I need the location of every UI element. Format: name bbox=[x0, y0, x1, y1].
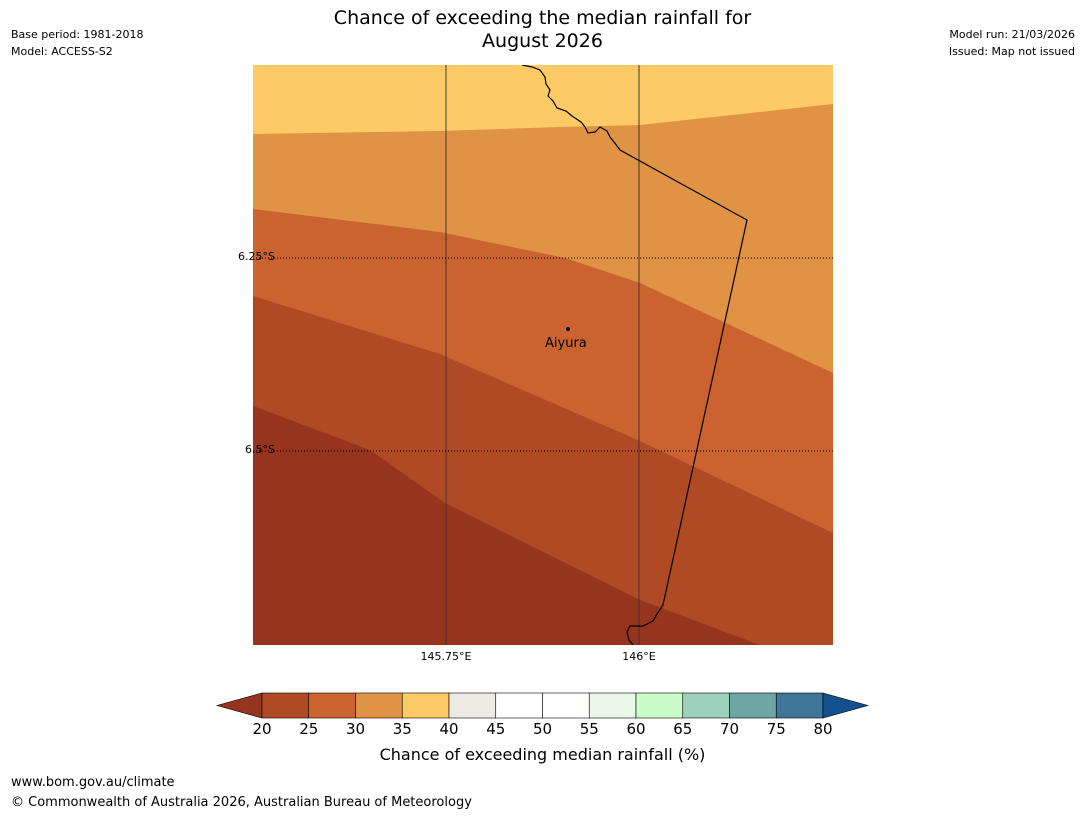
colorbar-segment-35-40 bbox=[401, 692, 450, 719]
colorbar-segment-70-75 bbox=[729, 692, 777, 719]
colorbar-segment-25-30 bbox=[308, 692, 356, 719]
footer-url[interactable]: www.bom.gov.au/climate bbox=[11, 775, 175, 790]
colorbar-segment-45-50 bbox=[495, 692, 543, 719]
colorbar-tick-75: 75 bbox=[766, 720, 786, 738]
map-title-line1: Chance of exceeding the median rainfall … bbox=[333, 7, 752, 29]
colorbar-tick-70: 70 bbox=[719, 720, 740, 738]
colorbar-tick-55: 55 bbox=[579, 720, 599, 738]
colorbar-tick-25: 25 bbox=[299, 720, 319, 738]
colorbar-segment-55-60 bbox=[588, 692, 637, 719]
colorbar-tick-40: 40 bbox=[439, 720, 459, 738]
colorbar-tick-35: 35 bbox=[392, 720, 412, 738]
colorbar-tick-50: 50 bbox=[532, 720, 553, 738]
colorbar-tick-30: 30 bbox=[345, 720, 366, 738]
colorbar-tick-60: 60 bbox=[626, 720, 646, 738]
base-period-text: Base period: 1981-2018 bbox=[11, 28, 144, 41]
colorbar-segment-65-70 bbox=[682, 692, 730, 719]
colorbar-arrow-low bbox=[215, 692, 263, 719]
model-text: Model: ACCESS-S2 bbox=[11, 45, 113, 58]
colorbar-segment-60-65 bbox=[635, 692, 684, 719]
aiyura-marker[interactable] bbox=[566, 327, 570, 331]
colorbar-segment-40-45 bbox=[448, 692, 497, 719]
map-title-line2: August 2026 bbox=[482, 30, 603, 52]
place-label-aiyura: Aiyura bbox=[545, 336, 587, 351]
lon-label-146: 146°E bbox=[622, 650, 656, 663]
lat-label-6-25: 6.25°S bbox=[238, 250, 275, 263]
colorbar-segment-75-80 bbox=[775, 692, 824, 719]
colorbar-segment-50-55 bbox=[542, 692, 590, 719]
lat-label-6-5: 6.5°S bbox=[245, 443, 275, 456]
meta-left: Base period: 1981-2018 Model: ACCESS-S2 bbox=[11, 26, 143, 60]
border-line bbox=[521, 65, 748, 645]
map-title: Chance of exceeding the median rainfall … bbox=[0, 7, 1085, 53]
lon-label-145-75: 145.75°E bbox=[420, 650, 472, 663]
issued-text: Issued: Map not issued bbox=[948, 45, 1075, 58]
footer-copyright: © Commonwealth of Australia 2026, Austra… bbox=[11, 795, 472, 810]
forecast-map bbox=[253, 65, 833, 645]
colorbar-tick-80: 80 bbox=[813, 720, 833, 738]
colorbar-tick-45: 45 bbox=[486, 720, 506, 738]
colorbar-tick-65: 65 bbox=[673, 720, 693, 738]
colorbar-title: Chance of exceeding median rainfall (%) bbox=[379, 745, 706, 764]
colorbar-tick-20: 20 bbox=[252, 720, 272, 738]
colorbar bbox=[215, 692, 870, 719]
colorbar-arrow-high bbox=[822, 692, 870, 719]
colorbar-segment-30-35 bbox=[355, 692, 403, 719]
colorbar-segment-20-25 bbox=[261, 692, 310, 719]
band-below-20 bbox=[253, 406, 760, 645]
model-run-text: Model run: 21/03/2026 bbox=[949, 28, 1075, 41]
meta-right: Model run: 21/03/2026 Issued: Map not is… bbox=[949, 26, 1075, 60]
